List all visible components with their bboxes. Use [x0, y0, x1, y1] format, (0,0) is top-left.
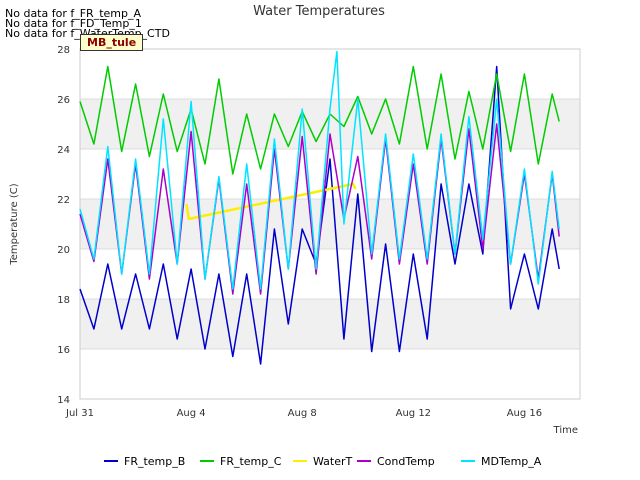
legend-label-watert: WaterT — [313, 455, 353, 468]
x-tick-label: Aug 16 — [507, 408, 542, 419]
y-tick-label: 16 — [57, 345, 70, 356]
y-tick-label: 22 — [57, 195, 70, 206]
x-tick-label: Jul 31 — [65, 408, 94, 419]
y-tick-label: 20 — [57, 245, 70, 256]
series-line-fr-temp-c — [79, 65, 560, 175]
y-tick-label: 18 — [57, 295, 70, 306]
legend-label-fr-temp-c: FR_temp_C — [220, 455, 282, 468]
y-axis-ticks: 14 16 18 20 22 24 26 28 — [57, 45, 70, 406]
series-line-watert — [185, 182, 357, 221]
background-band — [80, 299, 580, 349]
y-tick-label: 26 — [57, 95, 70, 106]
legend: FR_temp_B FR_temp_C WaterT CondTemp MDTemp_A — [104, 455, 542, 468]
plot-frame — [79, 48, 581, 400]
chart-title: Water Temperatures — [253, 4, 385, 19]
y-axis-title: Temperature (C) — [9, 183, 20, 265]
no-data-notice-1: No data for f_FR_temp_A — [5, 7, 141, 20]
x-tick-label: Aug 8 — [288, 408, 317, 419]
y-tick-label: 24 — [57, 145, 70, 156]
x-axis-ticks: Jul 31 Aug 4 Aug 8 Aug 12 Aug 16 — [65, 408, 542, 419]
series-line-mdtemp-a — [79, 50, 560, 290]
series-lines — [79, 50, 560, 365]
series-line-condtemp — [79, 123, 560, 295]
site-label-badge: MB_tule — [80, 34, 144, 51]
x-axis-title: Time — [553, 425, 578, 436]
x-tick-label: Aug 4 — [177, 408, 206, 419]
legend-label-condtemp: CondTemp — [377, 455, 435, 468]
legend-label-fr-temp-b: FR_temp_B — [124, 455, 185, 468]
background-band — [80, 199, 580, 249]
y-tick-label: 14 — [57, 395, 70, 406]
y-tick-label: 28 — [57, 45, 70, 56]
legend-label-mdtemp-a: MDTemp_A — [481, 455, 542, 468]
no-data-notice-2: No data for f_FD_Temp_1 — [5, 17, 142, 30]
x-tick-label: Aug 12 — [396, 408, 431, 419]
